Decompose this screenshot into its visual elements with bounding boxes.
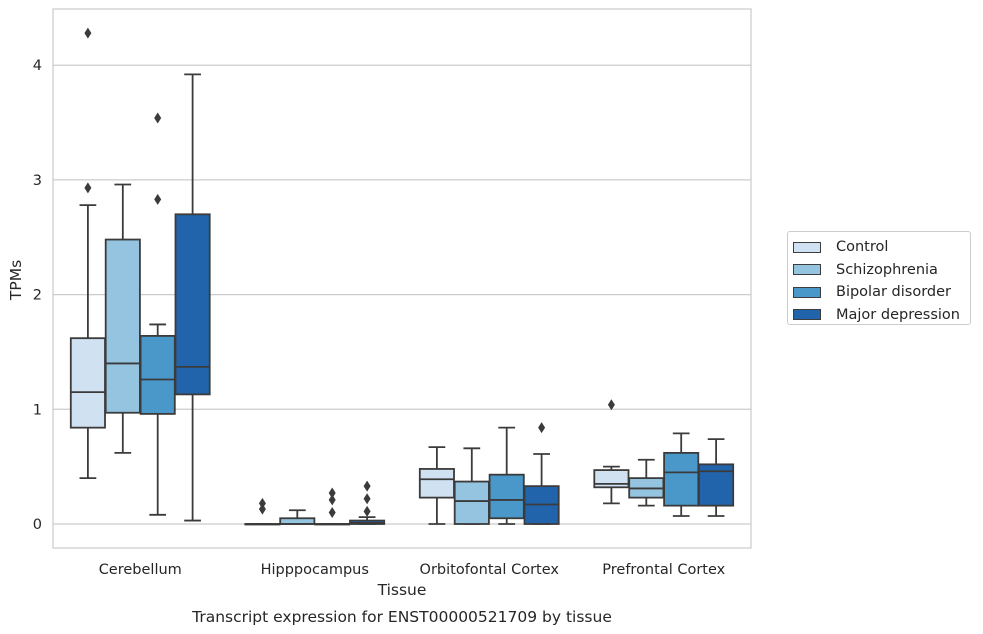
box-orbitofontal-cortex	[453, 447, 490, 525]
legend-label: Schizophrenia	[836, 261, 938, 278]
box-prefrontal-cortex	[593, 399, 630, 505]
x-axis-title: Tissue	[377, 581, 427, 599]
outlier-point	[258, 503, 266, 515]
outlier-point	[258, 497, 266, 509]
legend: Control Schizophrenia Bipolar disorder Majo…	[787, 231, 971, 325]
box-hipppocampus	[279, 509, 316, 525]
box-orbitofontal-cortex	[488, 426, 525, 525]
outlier-point	[328, 487, 336, 499]
series-control	[69, 27, 630, 526]
iqr-box	[174, 213, 211, 396]
outlier-point	[538, 422, 546, 434]
box-orbitofontal-cortex	[418, 446, 455, 525]
x-tick-label: Orbitofontal Cortex	[420, 562, 560, 578]
x-tick-label: Cerebellum	[99, 562, 182, 578]
y-tick-label: 3	[33, 173, 42, 189]
outlier-point	[154, 112, 162, 124]
chart-title: Transcript expression for ENST0000052170…	[191, 608, 612, 626]
box-hipppocampus	[349, 480, 386, 525]
y-tick-label: 1	[33, 402, 42, 418]
y-axis-title: TPMs	[7, 260, 25, 301]
legend-item: Major depression	[793, 304, 970, 327]
legend-item: Control	[793, 236, 970, 259]
outlier-point	[363, 480, 371, 492]
y-tick-label: 2	[33, 288, 42, 304]
legend-item: Schizophrenia	[793, 259, 970, 282]
iqr-box	[104, 238, 141, 414]
outlier-point	[363, 505, 371, 517]
legend-swatch	[793, 241, 821, 253]
outlier-point	[607, 399, 615, 411]
outlier-point	[84, 182, 92, 194]
legend-label: Bipolar disorder	[836, 284, 951, 301]
box-hipppocampus	[244, 497, 281, 526]
legend-swatch	[793, 309, 821, 321]
outlier-point	[328, 494, 336, 506]
x-tick-labels: Cerebellum Hipppocampus Orbitofontal Corte…	[99, 562, 726, 578]
legend-swatch	[793, 264, 821, 276]
iqr-box	[139, 334, 176, 415]
series-schizophrenia	[104, 183, 665, 525]
x-tick-label: Prefrontal Cortex	[602, 562, 725, 578]
box-cerebellum	[104, 183, 141, 454]
outlier-point	[84, 27, 92, 39]
box-orbitofontal-cortex	[523, 422, 560, 525]
outlier-point	[328, 507, 336, 519]
outlier-point	[363, 493, 371, 505]
iqr-box	[418, 468, 455, 499]
legend-swatch	[793, 286, 821, 298]
iqr-box	[663, 451, 700, 507]
box-series-layer	[69, 27, 735, 526]
box-prefrontal-cortex	[628, 458, 665, 507]
iqr-box	[453, 480, 490, 525]
series-major-depression	[174, 73, 735, 525]
series-bipolar-disorder	[139, 112, 700, 526]
box-cerebellum	[69, 27, 106, 480]
iqr-box	[69, 337, 106, 429]
box-cerebellum	[139, 112, 176, 516]
y-tick-label: 0	[33, 517, 42, 533]
y-tick-label: 4	[33, 58, 42, 74]
x-tick-label: Hipppocampus	[261, 562, 369, 578]
plot-frame	[52, 8, 752, 549]
box-prefrontal-cortex	[663, 432, 700, 517]
box-cerebellum	[174, 73, 211, 522]
box-hipppocampus	[314, 487, 351, 526]
outlier-point	[154, 193, 162, 205]
legend-label: Major depression	[836, 306, 960, 323]
y-tick-labels: 0 1 2 3 4	[33, 58, 42, 533]
legend-label: Control	[836, 239, 889, 256]
iqr-box	[488, 473, 525, 520]
box-prefrontal-cortex	[698, 438, 735, 517]
legend-item: Bipolar disorder	[793, 281, 970, 304]
